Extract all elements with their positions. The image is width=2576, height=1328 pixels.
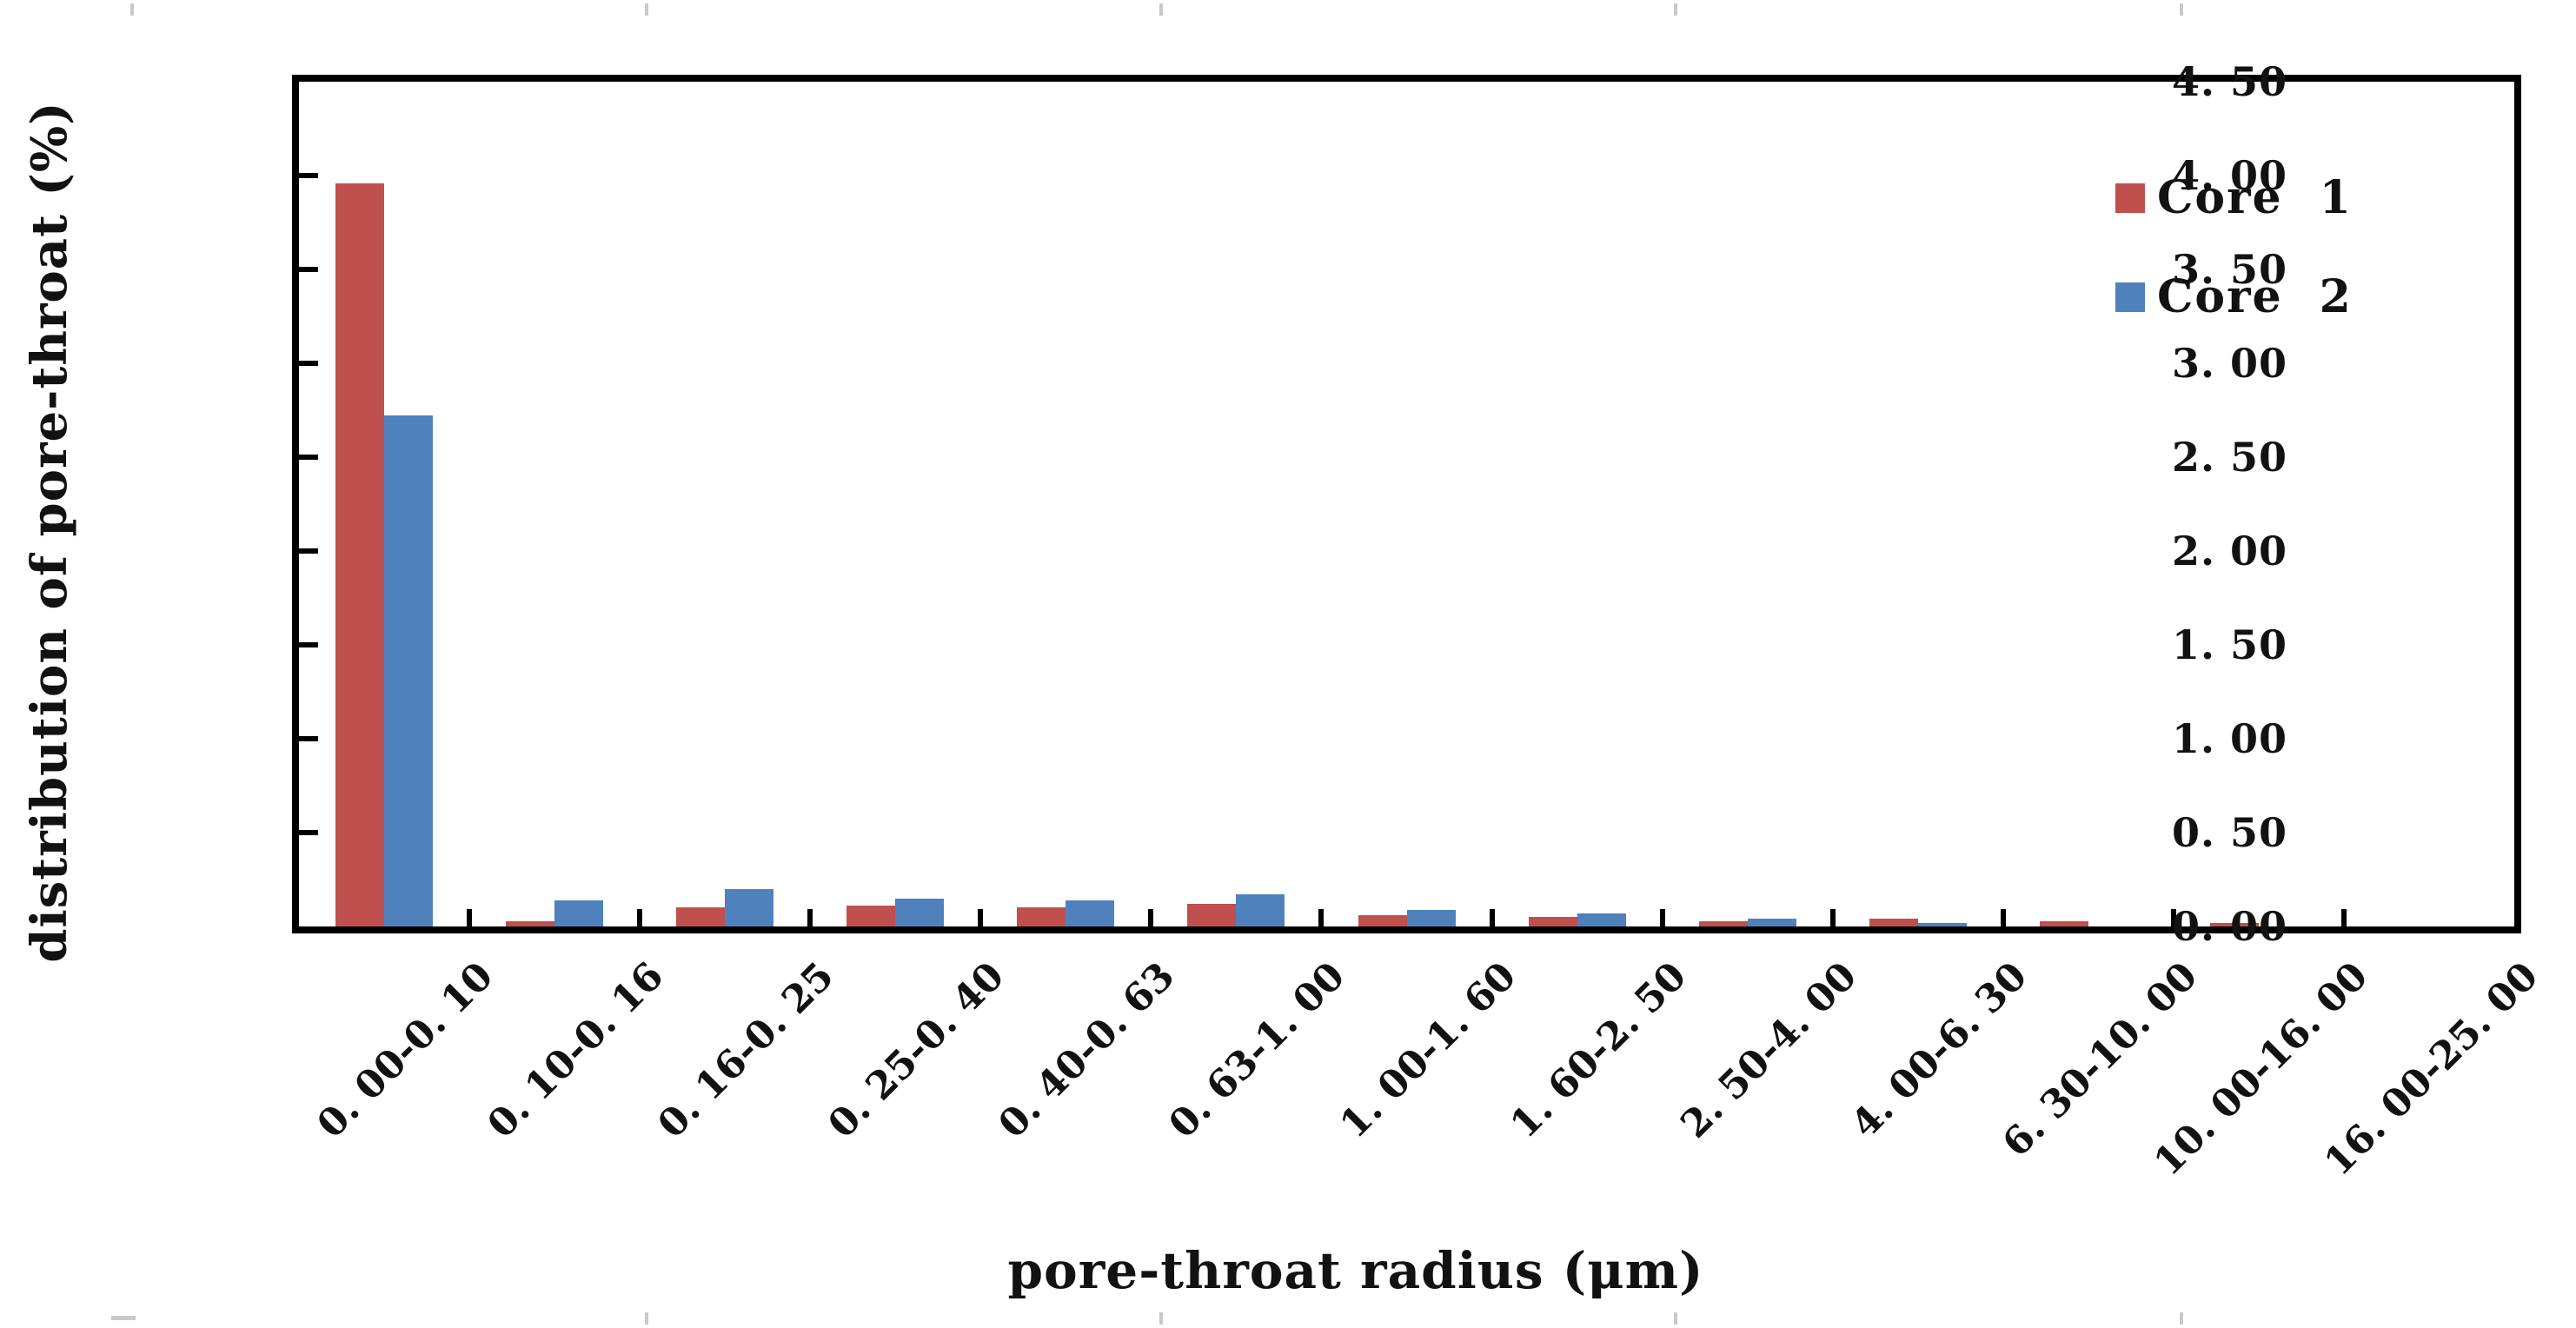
- y-tick-label: 4. 50: [2171, 58, 2287, 105]
- bar-core-1-0.25-0.40: [846, 906, 896, 926]
- x-axis-tick: [1489, 909, 1495, 926]
- y-axis-tick: [299, 830, 318, 835]
- y-tick-label: 3. 50: [2171, 246, 2287, 293]
- x-tick-label: 0. 16-0. 25: [649, 953, 843, 1147]
- x-axis-tick: [807, 909, 813, 926]
- scan-artifact-mark: [1159, 3, 1163, 16]
- bar-core-1-10.00-16.00: [2209, 922, 2259, 926]
- y-tick-label: 2. 00: [2171, 528, 2287, 574]
- legend: Core 1 Core 2: [2115, 170, 2353, 369]
- y-tick-label: 4. 00: [2171, 152, 2287, 199]
- x-tick-label: 4. 00-6. 30: [1842, 953, 2036, 1147]
- bar-core-1-2.50-4.00: [1698, 920, 1748, 926]
- legend-label-core-2: Core 2: [2157, 270, 2353, 323]
- legend-swatch-core-1: [2115, 183, 2145, 213]
- x-axis-tick: [978, 909, 984, 926]
- y-axis-title: distribution of pore-throat (%): [21, 101, 78, 963]
- scan-artifact-mark: [2180, 3, 2183, 16]
- bar-core-2-4.00-6.30: [1917, 922, 1967, 926]
- scan-artifact-mark: [1674, 1312, 1677, 1325]
- y-axis-tick: [299, 736, 318, 741]
- x-axis-tick: [1659, 909, 1665, 926]
- x-axis-tick: [2340, 909, 2347, 926]
- legend-item-core-2: Core 2: [2115, 269, 2353, 325]
- x-axis-tick: [1148, 909, 1154, 926]
- bar-core-2-0.63-1.00: [1236, 894, 1285, 926]
- x-tick-label: 0. 10-0. 16: [479, 953, 673, 1147]
- legend-label-core-1: Core 1: [2157, 171, 2353, 224]
- bar-core-2-0.40-0.63: [1066, 900, 1115, 926]
- bar-core-2-0.10-0.16: [554, 900, 604, 926]
- x-axis-tick: [2000, 909, 2006, 926]
- x-axis-title: pore-throat radius (μm): [1007, 1241, 1704, 1300]
- scan-artifact-mark: [1674, 3, 1677, 16]
- bar-core-1-1.60-2.50: [1528, 917, 1577, 926]
- bar-core-2-0.00-0.10: [384, 415, 434, 926]
- bar-core-1-0.10-0.16: [506, 920, 555, 926]
- legend-swatch-core-2: [2115, 282, 2145, 312]
- bar-core-2-0.25-0.40: [895, 898, 945, 926]
- scan-artifact-mark: [130, 3, 134, 16]
- legend-item-core-1: Core 1: [2115, 170, 2353, 226]
- x-axis-tick: [1318, 909, 1325, 926]
- plot-area-frame: [292, 75, 2521, 933]
- bar-core-2-0.16-0.25: [725, 888, 774, 926]
- y-tick-label: 3. 00: [2171, 340, 2287, 387]
- bar-core-1-4.00-6.30: [1869, 919, 1918, 926]
- scan-artifact-mark: [645, 1312, 648, 1325]
- y-axis-tick: [299, 548, 318, 554]
- plot-area: [299, 82, 2514, 926]
- x-tick-label: 0. 25-0. 40: [820, 953, 1013, 1147]
- y-tick-label: 0. 00: [2171, 903, 2287, 950]
- y-tick-label: 0. 50: [2171, 809, 2287, 856]
- bar-core-2-2.50-4.00: [1747, 919, 1796, 926]
- bar-core-1-0.16-0.25: [676, 907, 726, 926]
- bar-core-1-0.00-0.10: [335, 183, 385, 926]
- y-axis-tick: [299, 642, 318, 647]
- x-tick-label: 6. 30-10. 00: [1994, 953, 2207, 1166]
- x-axis-tick: [2170, 909, 2176, 926]
- bar-core-2-1.60-2.50: [1577, 913, 1626, 926]
- x-tick-label: 10. 00-16. 00: [2145, 953, 2377, 1185]
- x-axis-tick: [467, 909, 473, 926]
- bar-core-1-0.63-1.00: [1187, 904, 1237, 926]
- bar-core-1-0.40-0.63: [1017, 907, 1066, 926]
- scan-artifact-mark: [111, 1316, 136, 1320]
- y-tick-label: 1. 50: [2171, 621, 2287, 668]
- x-tick-label: 0. 00-0. 10: [309, 953, 502, 1147]
- bar-core-2-1.00-1.60: [1406, 909, 1456, 926]
- scan-artifact-mark: [2180, 1312, 2183, 1325]
- scan-artifact-mark: [1159, 1312, 1163, 1325]
- y-axis-tick: [299, 267, 318, 272]
- scan-artifact-mark: [645, 3, 648, 16]
- y-axis-tick: [299, 173, 318, 178]
- y-tick-label: 1. 00: [2171, 715, 2287, 762]
- x-axis-tick: [637, 909, 643, 926]
- bar-core-1-6.30-10.00: [2039, 920, 2088, 926]
- bar-core-1-1.00-1.60: [1358, 915, 1407, 926]
- x-axis-tick: [1829, 909, 1836, 926]
- y-axis-tick: [299, 361, 318, 366]
- y-tick-label: 2. 50: [2171, 434, 2287, 481]
- y-axis-tick: [299, 455, 318, 460]
- x-tick-label: 16. 00-25. 00: [2315, 953, 2547, 1185]
